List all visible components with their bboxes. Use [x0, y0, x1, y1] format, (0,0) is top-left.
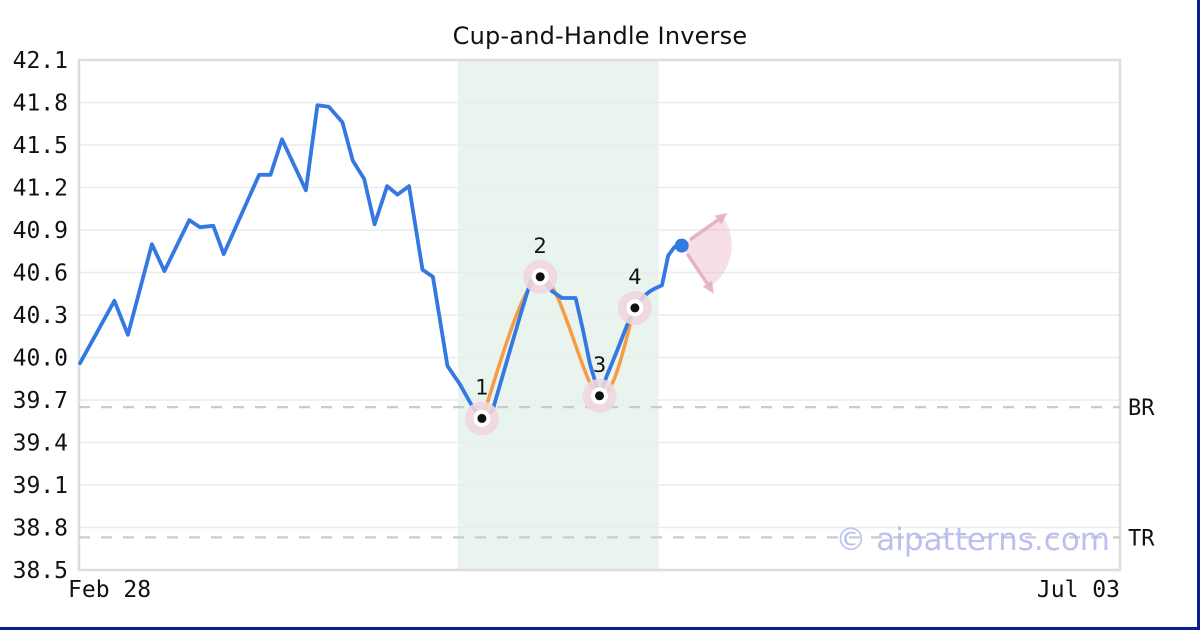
pattern-point-dot [535, 272, 545, 282]
chart-title: Cup-and-Handle Inverse [452, 22, 748, 50]
y-tick-label: 40.9 [13, 218, 68, 244]
y-tick-label: 39.4 [13, 431, 68, 457]
bottom-accent-bar [0, 627, 1200, 630]
pattern-point-dot [477, 413, 487, 423]
y-tick-label: 42.1 [13, 48, 68, 74]
y-tick-label: 40.0 [13, 346, 68, 372]
projection-arrowhead-up [714, 213, 728, 225]
y-tick-label: 40.3 [13, 303, 68, 329]
y-tick-label: 39.7 [13, 388, 68, 414]
x-tick-end: Jul 03 [1036, 577, 1120, 603]
y-tick-label: 41.5 [13, 133, 68, 159]
right-accent-bar [1197, 0, 1200, 630]
projection-arrow-up [688, 218, 719, 242]
last-price-dot [674, 238, 689, 253]
level-label-br: BR [1128, 396, 1155, 421]
projection-fan [681, 216, 732, 288]
pattern-point-label: 1 [475, 375, 488, 399]
y-tick-label: 41.8 [13, 91, 68, 117]
x-tick-start: Feb 28 [68, 577, 152, 603]
watermark: © aipatterns.com [835, 522, 1110, 558]
projection-arrow-down [685, 252, 709, 285]
level-label-tr: TR [1128, 526, 1155, 551]
y-tick-label: 41.2 [13, 176, 68, 202]
pattern-point-dot [630, 303, 640, 313]
smooth-pattern-line [480, 275, 637, 421]
price-line [78, 103, 684, 421]
pattern-point-label: 4 [628, 265, 641, 289]
y-tick-label: 40.6 [13, 261, 68, 287]
plot-border [77, 58, 1122, 572]
y-tick-label: 39.1 [13, 473, 68, 499]
pattern-point-label: 2 [534, 234, 547, 258]
y-tick-label: 38.8 [13, 516, 68, 542]
y-tick-label: 38.5 [13, 558, 68, 584]
pattern-point-label: 3 [593, 353, 606, 377]
pattern-point-dot [595, 391, 604, 401]
projection-arrowhead-down [702, 280, 714, 294]
